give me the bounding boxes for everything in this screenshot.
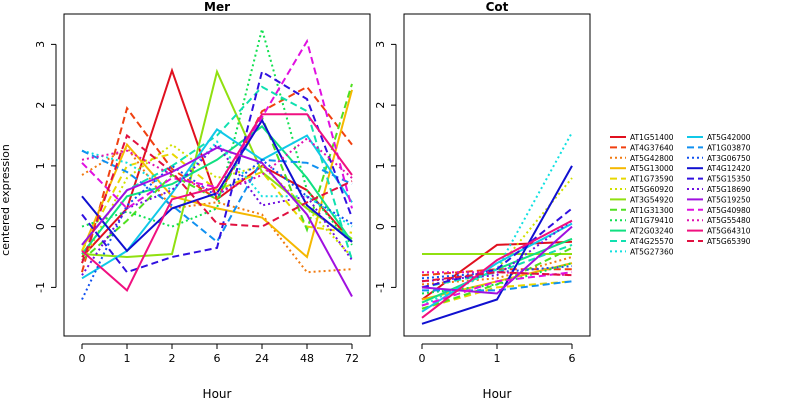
chart-0-series-AT5G65390 [81,133,353,264]
legend-label-AT5G42800: AT5G42800 [630,154,674,163]
panel-cot: Cot 0 1 6 Hour -1 0 1 2 3 [374,0,591,401]
legend-label-AT4G12420: AT4G12420 [707,164,751,173]
legend-label-AT5G15350: AT5G15350 [707,175,751,184]
chart-0-series-AT3G54920 [81,68,353,259]
legend-label-AT3G06750: AT3G06750 [707,154,751,163]
chart-1-title: Cot [486,0,509,14]
chart-1-series-AT5G27360 [421,132,573,307]
chart-1-y-tick-label: -1 [374,282,387,293]
legend-label-AT3G54920: AT3G54920 [630,195,674,204]
legend-label-AT2G03240: AT2G03240 [630,227,674,236]
chart-0-y-tick-label: 2 [34,102,47,109]
panel-mer: Mer 0 1 2 6 24 48 72 Hour -1 0 1 2 3 [34,0,371,401]
chart-1-x-tick-label: 1 [494,352,501,365]
chart-0-x-tick-label: 1 [124,352,131,365]
chart-1-series-AT5G65390 [421,271,573,283]
chart-1-series-AT5G19250 [421,225,573,295]
chart-1-y-tick-label: 3 [374,41,387,48]
chart-0-series-AT1G51400 [81,67,353,258]
legend-label-AT5G18690: AT5G18690 [707,185,751,194]
chart-0-y-tick-label: -1 [34,282,47,293]
chart-0-series-AT1G31300 [81,83,353,261]
chart-1-x-tick-label: 0 [419,352,426,365]
chart-0-x-tick-label: 72 [345,352,359,365]
chart-0-series-AT1G73590 [81,152,353,252]
legend-label-AT5G60920: AT5G60920 [630,185,674,194]
chart-0-series-AT5G15350 [81,70,353,274]
chart-0-series-AT1G03870 [81,149,353,244]
legend-label-AT1G73590: AT1G73590 [630,175,674,184]
chart-1-x-label: Hour [483,387,512,400]
chart-0-y-tick-label: 0 [34,223,47,230]
legend-label-AT1G79410: AT1G79410 [630,216,674,225]
chart-1-frame [403,13,591,337]
chart-0-series-AT5G40980 [81,38,353,210]
chart-0-y-tick-label: 3 [34,41,47,48]
chart-1-series-AT5G15350 [421,207,573,289]
chart-1-series-AT5G64310 [421,219,573,319]
chart-0-x-tick-label: 24 [255,352,269,365]
legend-label-AT5G65390: AT5G65390 [707,237,751,246]
y-axis-label: centered expression [0,144,12,256]
chart-0-x-tick-label: 0 [79,352,86,365]
chart-1-series-AT5G42000 [421,222,573,313]
legend-label-AT4G37640: AT4G37640 [630,143,674,152]
chart-1-y-tick-label: 1 [374,162,387,169]
chart-1-y-tick-label: 2 [374,102,387,109]
legend-label-AT4G25570: AT4G25570 [630,237,674,246]
chart-0-x-label: Hour [203,387,232,400]
legend-label-AT5G42000: AT5G42000 [707,133,751,142]
chart-0-series-AT5G27360 [81,140,353,228]
legend-label-AT5G19250: AT5G19250 [707,195,751,204]
chart-0-series-AT4G37640 [81,85,353,273]
chart-0-title: Mer [204,0,230,14]
chart-0-series-AT4G25570 [81,85,353,261]
chart-0-x-tick-label: 6 [214,352,221,365]
chart-1-y-tick-label: 0 [374,223,387,230]
chart-1-series-AT4G12420 [421,165,573,325]
chart-0-x-tick-label: 2 [169,352,176,365]
chart-0-series-AT5G19250 [81,146,353,297]
legend-label-AT5G27360: AT5G27360 [630,247,674,256]
chart-0-frame [63,13,371,337]
chart-0-x-tick-label: 48 [300,352,314,365]
legend-label-AT5G13000: AT5G13000 [630,164,674,173]
chart-0-series-AT5G64310 [81,113,353,293]
chart-0-series-AT2G03240 [81,125,353,255]
legend-label-AT1G51400: AT1G51400 [630,133,674,142]
chart-0-series-AT5G18690 [81,143,353,276]
chart-1-x-tick-label: 6 [569,352,576,365]
chart-0-series-AT1G79410 [81,25,353,246]
chart-0-series-AT5G55480 [81,137,353,195]
legend-label-AT5G40980: AT5G40980 [707,206,751,215]
legend-label-AT5G55480: AT5G55480 [707,216,751,225]
chart-0-y-tick-label: 1 [34,162,47,169]
chart-0-series-AT3G06750 [81,158,353,300]
legend-label-AT5G64310: AT5G64310 [707,227,751,236]
chart-0-series-AT5G13000 [81,89,353,259]
legend-label-AT1G03870: AT1G03870 [707,143,751,152]
legend-label-AT1G31300: AT1G31300 [630,206,674,215]
